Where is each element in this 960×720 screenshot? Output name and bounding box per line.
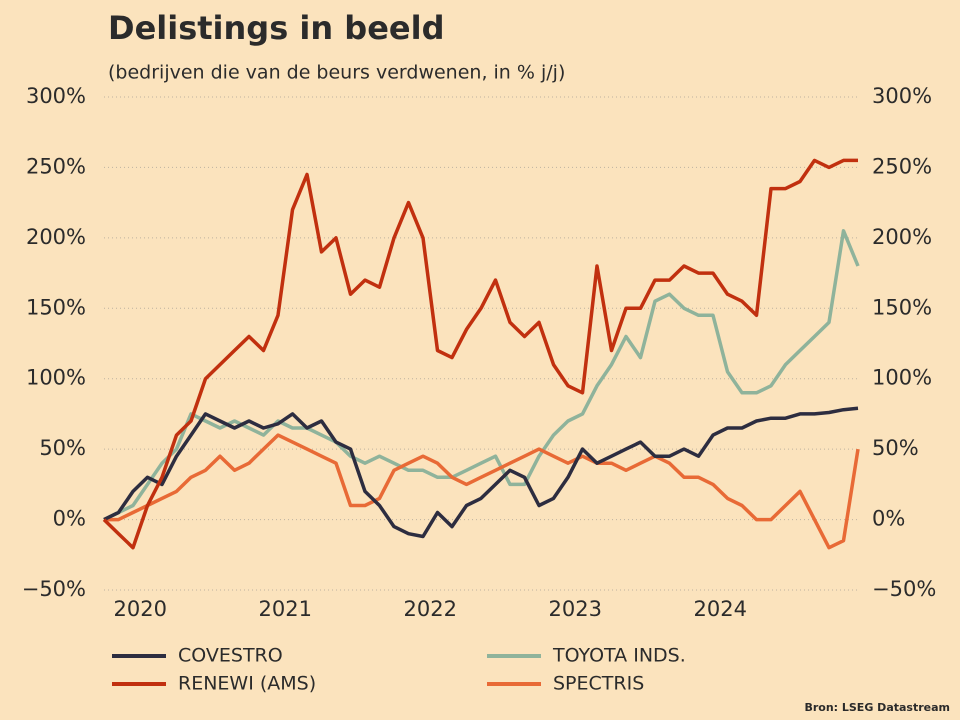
legend-label: SPECTRIS (553, 673, 644, 695)
x-tick-label: 2021 (259, 597, 312, 621)
series-line (103, 406, 859, 539)
x-tick-label: 2024 (694, 597, 747, 621)
series-line (103, 229, 860, 522)
y2-tick-label: 300% (872, 84, 932, 108)
y-tick-label: 150% (26, 295, 86, 319)
y-tick-label: −50% (22, 577, 86, 601)
y2-tick-label: 250% (872, 154, 932, 178)
legend-label: RENEWI (AMS) (178, 673, 316, 695)
series-line (104, 433, 860, 550)
y2-tick-label: 100% (872, 366, 932, 390)
y2-tick-label: 200% (872, 225, 932, 249)
y2-tick-label: 0% (872, 507, 905, 531)
legend-label: TOYOTA INDS. (552, 645, 686, 667)
y-tick-label: 250% (26, 154, 86, 178)
y-tick-label: 0% (53, 507, 86, 531)
source: Bron: LSEG Datastream (804, 701, 950, 714)
y-tick-label: 200% (26, 225, 86, 249)
y-tick-label: 300% (26, 84, 86, 108)
x-tick-label: 2022 (404, 597, 457, 621)
y2-tick-label: −50% (872, 577, 936, 601)
y2-tick-label: 150% (872, 295, 932, 319)
chart-subtitle: (bedrijven die van de beurs verdwenen, i… (108, 62, 565, 84)
y2-tick-label: 50% (872, 436, 919, 460)
legend-label: COVESTRO (178, 645, 283, 667)
chart-title: Delistings in beeld (108, 9, 444, 47)
series-line (102, 158, 858, 550)
x-tick-label: 2020 (114, 597, 167, 621)
y-tick-label: 50% (39, 436, 86, 460)
y-tick-label: 100% (26, 366, 86, 390)
x-tick-label: 2023 (549, 597, 602, 621)
